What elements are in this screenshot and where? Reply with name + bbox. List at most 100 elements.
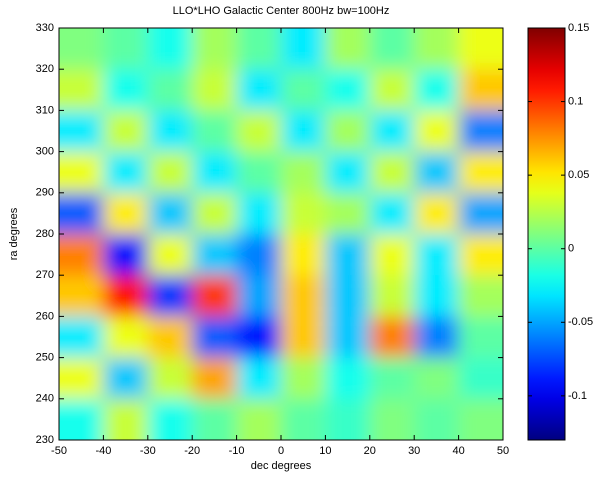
heatmap-cell xyxy=(414,69,459,111)
heatmap-cell xyxy=(236,316,281,358)
heatmap-cell xyxy=(369,28,415,70)
heatmap-cell xyxy=(103,275,148,317)
colorbar-tick-label: -0.1 xyxy=(568,390,587,402)
heatmap-cell xyxy=(103,110,148,152)
heatmap-cell xyxy=(236,398,281,440)
heatmap-cell xyxy=(369,398,415,440)
heatmap-cell xyxy=(103,28,148,70)
heatmap-cell xyxy=(414,275,459,317)
heatmap-cell xyxy=(236,110,281,152)
x-tick-label: 40 xyxy=(452,445,464,457)
y-tick-label: 300 xyxy=(36,146,54,158)
x-tick-label: 20 xyxy=(364,445,376,457)
heatmap-cell xyxy=(458,28,503,70)
heatmap-cell xyxy=(59,316,104,358)
heatmap-cell xyxy=(103,398,148,440)
y-tick-label: 260 xyxy=(36,310,54,322)
heatmap-cell xyxy=(281,110,326,152)
heatmap-cell xyxy=(458,275,503,317)
heatmap-cell xyxy=(192,69,237,111)
y-tick-label: 230 xyxy=(36,434,54,446)
y-tick-label: 310 xyxy=(36,104,54,116)
heatmap-cell xyxy=(236,69,281,111)
heatmap-cell xyxy=(369,192,415,234)
heatmap-cell xyxy=(281,151,326,193)
heatmap-cell xyxy=(147,110,193,152)
heatmap-cell xyxy=(59,110,104,152)
heatmap-cell xyxy=(147,151,193,193)
heatmap-cell xyxy=(414,234,459,276)
x-tick-label: 30 xyxy=(408,445,420,457)
heatmap-cell xyxy=(147,28,193,70)
chart-title: LLO*LHO Galactic Center 800Hz bw=100Hz xyxy=(173,5,390,17)
heatmap-cell xyxy=(281,234,326,276)
heatmap-cell xyxy=(369,151,415,193)
colorbar-frame xyxy=(527,27,566,441)
x-tick-label: 50 xyxy=(497,445,509,457)
x-tick-label: -10 xyxy=(229,445,245,457)
heatmap-cell xyxy=(458,316,503,358)
heatmap-cell xyxy=(59,234,104,276)
heatmap-cell xyxy=(458,192,503,234)
heatmap-cell xyxy=(369,110,415,152)
heatmap-cell xyxy=(325,110,370,152)
x-axis-label: dec degrees xyxy=(251,460,312,472)
heatmap-cell xyxy=(147,234,193,276)
heatmap-cell xyxy=(236,234,281,276)
y-tick-label: 240 xyxy=(36,393,54,405)
heatmap-cell xyxy=(281,28,326,70)
heatmap-cell xyxy=(325,69,370,111)
heatmap-cell xyxy=(458,398,503,440)
heatmap-cell xyxy=(325,357,370,399)
heatmap-cell xyxy=(458,357,503,399)
heatmap-cell xyxy=(192,192,237,234)
heatmap-cell xyxy=(325,151,370,193)
colorbar-tick-label: 0.15 xyxy=(568,22,589,34)
heatmap-cell xyxy=(192,234,237,276)
heatmap-cell xyxy=(325,28,370,70)
heatmap-cell xyxy=(192,151,237,193)
y-tick-label: 270 xyxy=(36,269,54,281)
heatmap-cell xyxy=(103,151,148,193)
heatmap-cell xyxy=(325,275,370,317)
heatmap-cell xyxy=(147,316,193,358)
heatmap-cell xyxy=(147,398,193,440)
heatmap-cell xyxy=(414,110,459,152)
heatmap-cell xyxy=(59,69,104,111)
x-tick-label: -50 xyxy=(51,445,67,457)
heatmap-cell xyxy=(59,192,104,234)
y-tick-label: 280 xyxy=(36,228,54,240)
heatmap-cell xyxy=(325,192,370,234)
heatmap-cell xyxy=(369,69,415,111)
heatmap-cell xyxy=(369,357,415,399)
axes: -50 -40 -30 -20 -10 0 10 20 30 40 50 230 240 250 260 27… xyxy=(36,22,593,457)
colorbar xyxy=(528,28,565,440)
heatmap-cell xyxy=(59,398,104,440)
heatmap-cell xyxy=(414,357,459,399)
heatmap-cell xyxy=(458,151,503,193)
heatmap-cell xyxy=(147,275,193,317)
heatmap-cell xyxy=(59,28,104,70)
heatmap-cell xyxy=(59,275,104,317)
heatmap-cell xyxy=(192,28,237,70)
heatmap-cell xyxy=(458,234,503,276)
heatmap-cell xyxy=(414,192,459,234)
heatmap-cell xyxy=(281,275,326,317)
heatmap-cell xyxy=(325,234,370,276)
colorbar-tick-label: 0.1 xyxy=(568,95,583,107)
heatmap-cell xyxy=(281,398,326,440)
heatmap-cell xyxy=(192,110,237,152)
heatmap-cell xyxy=(369,275,415,317)
heatmap-cell xyxy=(103,357,148,399)
heatmap-cell xyxy=(281,357,326,399)
y-axis-label: ra degrees xyxy=(8,207,20,260)
heatmap-cell xyxy=(325,398,370,440)
heatmap-cell xyxy=(147,357,193,399)
x-tick-label: -20 xyxy=(184,445,200,457)
heatmap-cell xyxy=(103,234,148,276)
heatmap-cell xyxy=(192,398,237,440)
heatmap-cell xyxy=(281,316,326,358)
heatmap-cell xyxy=(192,357,237,399)
colorbar-tick-label: 0.05 xyxy=(568,169,589,181)
